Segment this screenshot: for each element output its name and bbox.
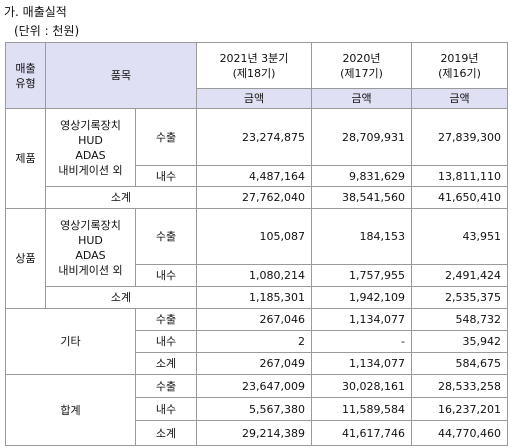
row-label: 소계: [135, 420, 197, 446]
amount-cell: 27,762,040: [196, 186, 312, 209]
table-row: 소계 29,214,389 41,617,746 44,770,460: [6, 420, 508, 446]
amount-cell: 41,617,746: [311, 420, 412, 446]
amount-cell: 27,839,300: [411, 108, 508, 166]
amount-cell: 44,770,460: [411, 420, 508, 446]
header-row: 매출 유형 품목 2021년 3분기 (제18기) 2020년 (제17기) 2…: [5, 42, 508, 109]
table-row: 소계 1,185,301 1,942,109 2,535,375: [6, 286, 508, 309]
amount-cell: 1,185,301: [196, 286, 312, 309]
header-cell: 2019년 (제16기): [411, 42, 508, 89]
amount-cell: 35,942: [411, 330, 508, 353]
amount-cell: 1,757,955: [311, 264, 412, 287]
header-row: 금액 금액 금액: [6, 88, 508, 109]
type-cell: 상품: [5, 208, 46, 309]
table-row: 소계 27,762,040 38,541,560 41,650,410: [6, 186, 508, 209]
amount-cell: 1,080,214: [196, 264, 312, 287]
table-body: 매출 유형 품목 2021년 3분기 (제18기) 2020년 (제17기) 2…: [5, 42, 508, 446]
table-row: 기타 수출 267,046 1,134,077 548,732: [5, 308, 508, 375]
table-row: 합계 수출 23,647,009 30,028,161 28,533,258: [5, 374, 508, 446]
amount-cell: 11,589,584: [311, 397, 412, 421]
item-cell: 영상기록장치 HUD ADAS 내비게이션 외: [45, 108, 136, 187]
amount-cell: 267,046: [196, 308, 312, 331]
amount-cell: 2,491,424: [411, 264, 508, 287]
table-row: 소계 267,049 1,134,077 584,675: [6, 352, 508, 375]
amount-cell: 13,811,110: [411, 165, 508, 187]
amount-cell: 23,647,009: [196, 374, 312, 398]
table-row: 제품 영상기록장치 HUD ADAS 내비게이션 외 수출 23,274,875 28,…: [5, 108, 508, 209]
table-row: 내수 5,567,380 11,589,584 16,237,201: [6, 397, 508, 421]
amount-cell: 29,214,389: [196, 420, 312, 446]
amount-cell: 41,650,410: [411, 186, 508, 209]
row-label: 내수: [135, 397, 197, 421]
header-cell: 금액: [411, 88, 508, 109]
row-label: 소계: [45, 186, 197, 209]
amount-cell: 105,087: [196, 208, 312, 265]
header-cell: 금액: [196, 88, 312, 109]
amount-cell: 2,535,375: [411, 286, 508, 309]
row-label: 수출: [135, 208, 197, 265]
row-label: 소계: [135, 352, 197, 375]
header-cell: 금액: [311, 88, 412, 109]
table-row: 내수 2-35,942: [6, 330, 508, 353]
type-cell: 기타: [5, 308, 136, 375]
amount-cell: 1,134,077: [311, 352, 412, 375]
item-cell: 영상기록장치 HUD ADAS 내비게이션 외: [45, 208, 136, 287]
table-row: 상품 영상기록장치 HUD ADAS 내비게이션 외 수출 105,087 184,15…: [5, 208, 508, 309]
amount-cell: -: [311, 330, 412, 353]
header-cell: 2021년 3분기 (제18기): [196, 42, 312, 89]
amount-cell: 28,709,931: [311, 108, 412, 166]
amount-cell: 1,942,109: [311, 286, 412, 309]
row-label: 수출: [135, 374, 197, 398]
row-label: 수출: [135, 308, 197, 331]
amount-cell: 584,675: [411, 352, 508, 375]
table-row: 내수 1,080,214 1,757,955 2,491,424: [6, 264, 508, 287]
amount-cell: 4,487,164: [196, 165, 312, 187]
header-cell: 매출 유형: [5, 42, 46, 109]
type-cell: 제품: [5, 108, 46, 209]
sales-table: 매출 유형 품목 2021년 3분기 (제18기) 2020년 (제17기) 2…: [5, 42, 508, 446]
amount-cell: 1,134,077: [311, 308, 412, 331]
header-cell: 품목: [45, 42, 197, 109]
amount-cell: 9,831,629: [311, 165, 412, 187]
header-cell: 2020년 (제17기): [311, 42, 412, 89]
amount-cell: 23,274,875: [196, 108, 312, 166]
amount-cell: 43,951: [411, 208, 508, 265]
amount-cell: 267,049: [196, 352, 312, 375]
type-cell: 합계: [5, 374, 136, 446]
amount-cell: 548,732: [411, 308, 508, 331]
amount-cell: 16,237,201: [411, 397, 508, 421]
amount-cell: 28,533,258: [411, 374, 508, 398]
row-label: 내수: [135, 264, 197, 287]
amount-cell: 184,153: [311, 208, 412, 265]
row-label: 수출: [135, 108, 197, 166]
row-label: 내수: [135, 165, 197, 187]
row-label: 내수: [135, 330, 197, 353]
amount-cell: 5,567,380: [196, 397, 312, 421]
row-label: 소계: [45, 286, 197, 309]
amount-cell: 30,028,161: [311, 374, 412, 398]
unit-note: (단위 : 천원): [14, 24, 80, 38]
amount-cell: 2: [196, 330, 312, 353]
section-title: 가. 매출실적: [4, 5, 67, 19]
amount-cell: 38,541,560: [311, 186, 412, 209]
